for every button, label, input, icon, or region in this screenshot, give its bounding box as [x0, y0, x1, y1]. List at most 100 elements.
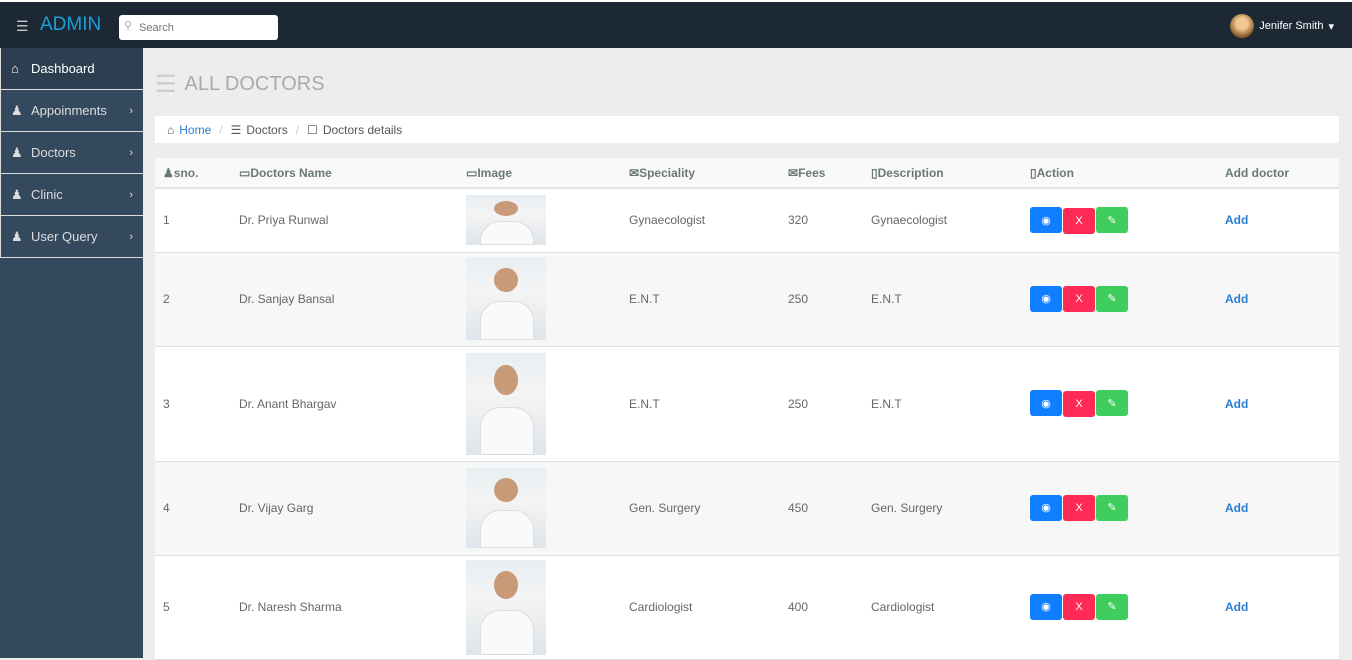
edit-button[interactable]: ✎ [1096, 494, 1128, 521]
sidebar-item-clinic[interactable]: ♟ Clinic › [0, 174, 143, 216]
mobile-icon: ▯ [1030, 165, 1037, 180]
view-button[interactable]: ◉ [1030, 390, 1062, 417]
breadcrumb-home[interactable]: Home [179, 122, 212, 137]
mobile-icon: ▯ [871, 165, 878, 180]
sidebar-item-label: User Query [31, 229, 98, 244]
doctor-name: Dr. Naresh Sharma [231, 555, 458, 660]
edit-icon: ✎ [1107, 214, 1117, 227]
sidebar-item-label: Appoinments [31, 103, 107, 118]
breadcrumb-details: Doctors details [322, 122, 403, 137]
sidebar-item-appoinments[interactable]: ♟ Appoinments › [0, 90, 143, 132]
separator: / [219, 122, 223, 137]
delete-button[interactable]: X [1063, 495, 1095, 522]
sno: 1 [155, 188, 231, 253]
image-cell [458, 555, 621, 660]
brand-logo[interactable]: ADMIN [40, 14, 102, 35]
delete-button[interactable]: X [1063, 390, 1095, 417]
col-image: ▭Image [458, 158, 621, 189]
eye-icon: ◉ [1041, 502, 1051, 515]
add-cell: Add [1217, 461, 1339, 556]
add-doctor-link[interactable]: Add [1225, 292, 1249, 306]
fees: 400 [780, 555, 863, 660]
chevron-right-icon: › [129, 230, 133, 243]
image-cell [458, 252, 621, 347]
chevron-right-icon: › [129, 188, 133, 201]
user-icon: ♟ [11, 144, 23, 160]
doctor-name: Dr. Vijay Garg [231, 461, 458, 556]
view-button[interactable]: ◉ [1030, 285, 1062, 312]
user-menu[interactable]: Jenifer Smith ▾ [1230, 14, 1334, 38]
user-icon: ♟ [163, 165, 174, 180]
doctor-photo [466, 352, 546, 455]
edit-button[interactable]: ✎ [1096, 285, 1128, 312]
speciality: Gynaecologist [621, 188, 780, 253]
image-cell [458, 461, 621, 556]
top-bar: ☰ ADMIN ⚲ Jenifer Smith ▾ [0, 0, 1352, 48]
col-description: ▯Description [863, 158, 1022, 189]
sidebar-item-dashboard[interactable]: ⌂ Dashboard [0, 48, 143, 90]
add-doctor-link[interactable]: Add [1225, 600, 1249, 614]
edit-button[interactable]: ✎ [1096, 390, 1128, 417]
home-icon: ⌂ [11, 61, 19, 76]
doctor-photo [466, 258, 546, 340]
view-button[interactable]: ◉ [1030, 494, 1062, 521]
add-cell: Add [1217, 346, 1339, 462]
doctor-name: Dr. Anant Bhargav [231, 346, 458, 462]
actions: ◉ X ✎ [1022, 252, 1217, 347]
breadcrumb-doctors[interactable]: Doctors [246, 122, 288, 137]
edit-icon: ✎ [1107, 293, 1117, 306]
eye-icon: ◉ [1041, 293, 1051, 306]
user-icon: ♟ [11, 186, 23, 202]
view-button[interactable]: ◉ [1030, 207, 1062, 233]
view-button[interactable]: ◉ [1030, 593, 1062, 620]
actions: ◉ X ✎ [1022, 346, 1217, 462]
sidebar-item-label: Doctors [31, 145, 76, 160]
add-doctor-link[interactable]: Add [1225, 501, 1249, 515]
edit-icon: ✎ [1107, 601, 1117, 614]
actions: ◉ X ✎ [1022, 188, 1217, 253]
col-add-doctor: Add doctor [1217, 158, 1339, 189]
envelope-icon: ✉ [629, 165, 640, 180]
sno: 4 [155, 461, 231, 556]
chevron-right-icon: › [129, 104, 133, 117]
separator: / [295, 122, 300, 137]
doctors-table: ♟sno. ▭Doctors Name ▭Image ✉Speciality ✉… [155, 158, 1339, 660]
delete-button[interactable]: X [1063, 594, 1095, 621]
delete-button[interactable]: X [1063, 286, 1095, 313]
sidebar-item-user-query[interactable]: ♟ User Query › [0, 216, 143, 258]
image-cell [458, 346, 621, 462]
menu-toggle-icon[interactable]: ☰ [16, 18, 29, 34]
eye-icon: ◉ [1041, 214, 1051, 227]
fees: 320 [780, 188, 863, 253]
sidebar-item-label: Dashboard [31, 61, 95, 76]
search-input[interactable] [119, 15, 278, 40]
doctor-photo [466, 559, 546, 655]
add-doctor-link[interactable]: Add [1225, 213, 1249, 228]
table-row: 1 Dr. Priya Runwal Gynaecologist 320 Gyn… [155, 188, 1339, 253]
delete-button[interactable]: X [1063, 207, 1095, 234]
description: E.N.T [863, 252, 1022, 347]
add-cell: Add [1217, 252, 1339, 347]
calendar-icon: ▭ [239, 165, 251, 180]
edit-button[interactable]: ✎ [1096, 593, 1128, 620]
eye-icon: ◉ [1041, 601, 1051, 614]
search-icon: ⚲ [124, 20, 133, 32]
edit-button[interactable]: ✎ [1096, 207, 1128, 233]
edit-icon: ✎ [1107, 397, 1117, 410]
page-title: ☰ ALL DOCTORS [155, 70, 325, 99]
home-icon: ⌂ [167, 122, 175, 137]
fees: 450 [780, 461, 863, 556]
add-doctor-link[interactable]: Add [1225, 396, 1249, 411]
doctor-photo [466, 195, 546, 246]
image-cell [458, 188, 621, 253]
user-name: Jenifer Smith [1259, 20, 1324, 32]
caret-down-icon: ▾ [1328, 20, 1334, 33]
col-speciality: ✉Speciality [621, 158, 780, 189]
sidebar-item-doctors[interactable]: ♟ Doctors › [0, 132, 143, 174]
sno: 3 [155, 346, 231, 462]
description: Cardiologist [863, 555, 1022, 660]
square-icon: ☐ [307, 122, 318, 137]
table-row: 4 Dr. Vijay Garg Gen. Surgery 450 Gen. S… [155, 461, 1339, 556]
table-row: 3 Dr. Anant Bhargav E.N.T 250 E.N.T ◉ X ✎ … [155, 346, 1339, 462]
speciality: Gen. Surgery [621, 461, 780, 556]
